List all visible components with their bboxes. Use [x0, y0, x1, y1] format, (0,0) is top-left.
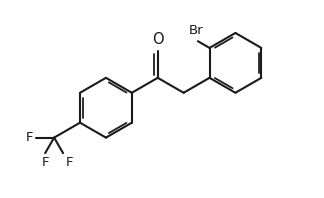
Text: F: F [41, 156, 49, 169]
Text: Br: Br [189, 24, 203, 37]
Text: F: F [66, 156, 74, 169]
Text: F: F [26, 131, 33, 144]
Text: O: O [152, 32, 164, 47]
